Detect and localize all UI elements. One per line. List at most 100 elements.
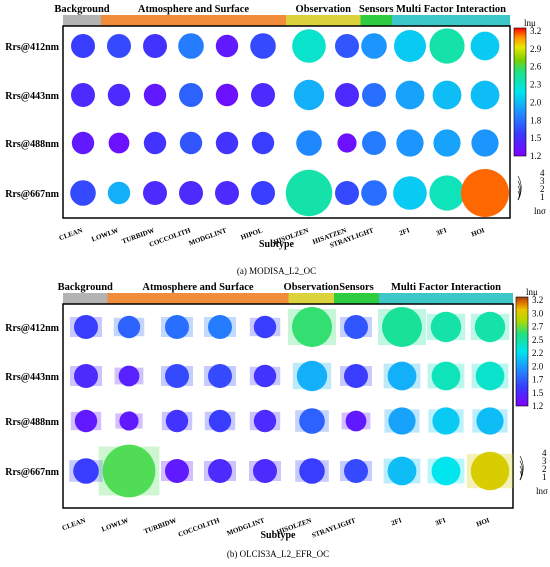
column-label: HOI [475, 516, 491, 528]
bubble [362, 83, 386, 107]
bubble [470, 80, 500, 110]
category-band [63, 15, 101, 26]
bubble [387, 361, 417, 391]
bubble [117, 315, 141, 339]
colorbar-tick-label: 2.5 [532, 335, 544, 345]
chart-panel-a: Background Atmosphere and Surface Observat… [5, 4, 546, 276]
colorbar-title: lnμ [524, 18, 536, 28]
plot-frame [62, 303, 514, 509]
category-label: Observation [296, 4, 352, 15]
bubble [432, 407, 460, 435]
row-label: Rrs@488nm [5, 417, 59, 428]
bubble [335, 181, 359, 205]
bubble [335, 83, 359, 107]
row-label: Rrs@488nm [5, 139, 59, 150]
bubble [71, 83, 95, 107]
bubble [108, 132, 130, 154]
bubble [253, 315, 277, 339]
size-legend-tick: 2 [540, 184, 545, 194]
colorbar-tick-label: 2.9 [530, 44, 542, 54]
bubble [143, 34, 167, 58]
colorbar-tick-label: 3.2 [532, 295, 543, 305]
bubble [107, 34, 131, 58]
bubble [165, 315, 189, 339]
bubble [253, 409, 277, 433]
bubble [361, 180, 387, 206]
colorbar-tick-label: 2.7 [532, 322, 544, 332]
category-band [288, 293, 334, 304]
column-label: COCCOLITH [148, 226, 192, 249]
bubble [292, 307, 332, 347]
bubble [143, 83, 167, 107]
bubble [178, 33, 204, 59]
bubble [344, 315, 368, 339]
bubble [433, 129, 461, 157]
bubble [107, 181, 131, 205]
colorbar-tick-label: 1.5 [530, 133, 542, 143]
size-legend-arc [517, 190, 520, 201]
row-label: Rrs@443nm [5, 91, 59, 102]
bubble [475, 361, 505, 391]
category-label: Observation [284, 282, 340, 293]
bubble [165, 409, 189, 433]
bubble [344, 459, 368, 483]
size-legend-tick: 2 [542, 464, 547, 474]
bubble [461, 169, 509, 217]
size-legend-title: lnσ [534, 206, 546, 216]
size-legend-title: lnσ [536, 486, 548, 496]
bubble [361, 33, 387, 59]
colorbar-tick-label: 2.3 [530, 80, 542, 90]
bubble [119, 411, 139, 431]
size-legend-tick: 1 [542, 472, 547, 482]
category-band [286, 15, 361, 26]
bubble [431, 361, 461, 391]
bubble [215, 131, 239, 155]
column-label: TURBIDW [143, 516, 178, 535]
column-label: MODGLINT [188, 226, 228, 247]
column-label: 3FI [434, 516, 447, 527]
column-label: 2FI [398, 226, 411, 237]
bubble [394, 30, 426, 62]
bubble [70, 180, 96, 206]
bubble [71, 34, 95, 58]
bubble [251, 181, 275, 205]
colorbar-tick-label: 3.2 [530, 26, 541, 36]
category-band [334, 293, 379, 304]
bubble [179, 181, 203, 205]
size-legend-tick: 1 [540, 192, 545, 202]
figure-caption: (a) MODISA_L2_OC [237, 266, 316, 276]
column-label: CLEAN [61, 516, 87, 532]
bubble [432, 80, 462, 110]
chart-panel-b: Background Atmosphere and Surface Observat… [5, 282, 548, 559]
bubble [470, 451, 510, 491]
category-band [63, 293, 108, 304]
category-band [392, 15, 510, 26]
bubble [208, 315, 232, 339]
bubble [143, 181, 167, 205]
bubble [395, 80, 425, 110]
bubble [251, 131, 275, 155]
bubble [253, 459, 277, 483]
colorbar-tick-label: 2.6 [530, 62, 542, 72]
bubble [143, 131, 167, 155]
bubble [215, 83, 239, 107]
colorbar-tick-label: 2.0 [530, 97, 542, 107]
bubble [118, 365, 140, 387]
bubble [476, 407, 504, 435]
bubble [74, 409, 98, 433]
column-label: COCCOLITH [177, 516, 221, 539]
bubble [296, 360, 328, 392]
bubble [337, 133, 357, 153]
colorbar-tick-label: 2.2 [532, 348, 543, 358]
colorbar-tick-label: 1.8 [530, 115, 542, 125]
row-label: Rrs@667nm [5, 189, 59, 200]
bubble [208, 409, 232, 433]
bubble [251, 83, 275, 107]
bubble [344, 364, 368, 388]
bubble [296, 130, 322, 156]
row-label: Rrs@443nm [5, 372, 59, 383]
bubble [285, 169, 333, 217]
category-label: Atmosphere and Surface [142, 282, 254, 293]
bubble [388, 407, 416, 435]
